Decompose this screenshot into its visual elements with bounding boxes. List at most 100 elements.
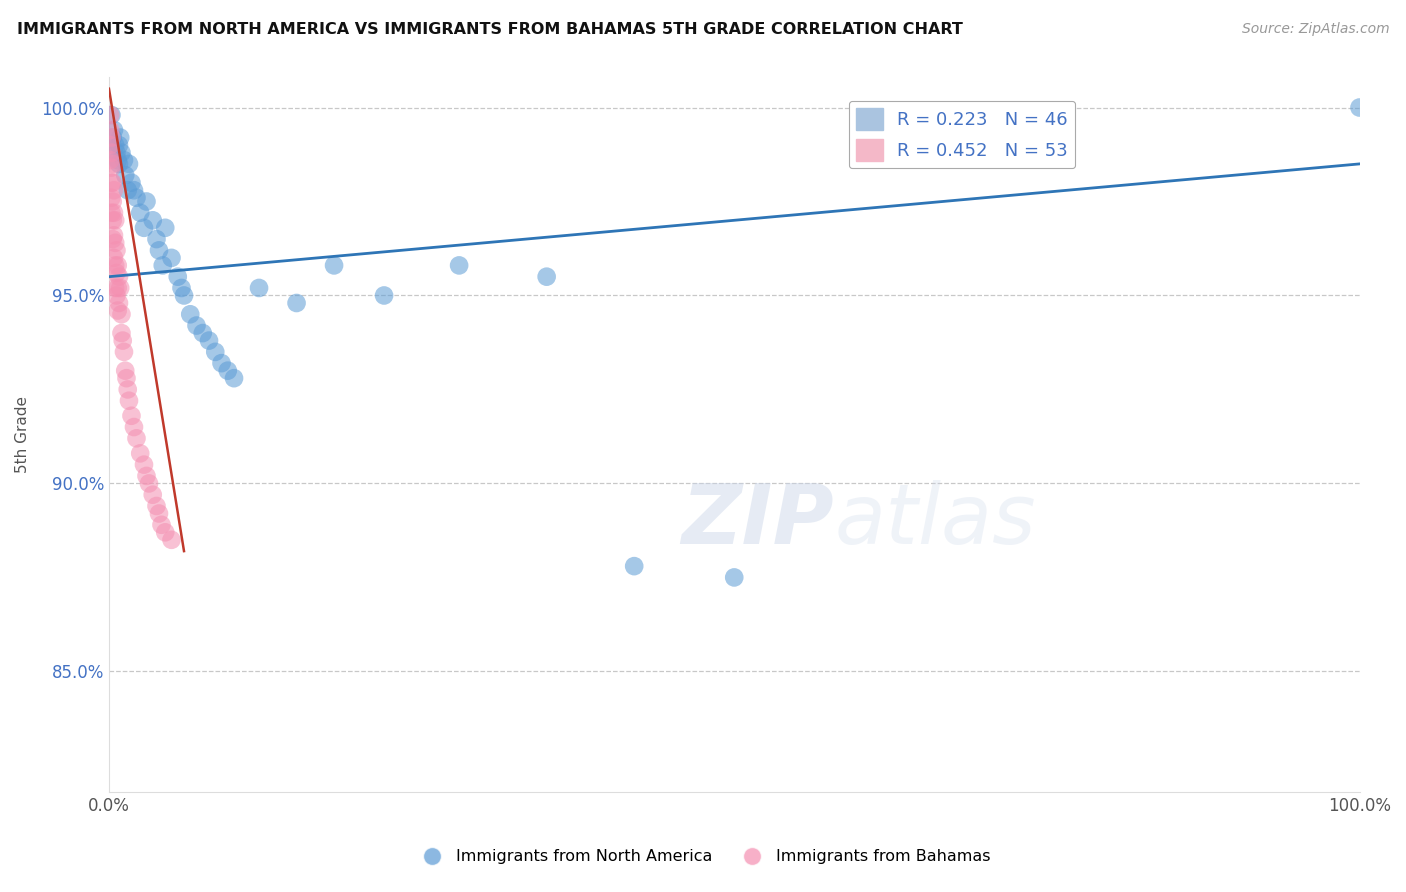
Point — [222, 371, 245, 385]
Point — [285, 296, 308, 310]
Point — [204, 344, 226, 359]
Point — [112, 344, 135, 359]
Point — [101, 232, 124, 246]
Point — [110, 326, 132, 340]
Point — [103, 206, 125, 220]
Point — [247, 281, 270, 295]
Point — [135, 194, 157, 209]
Point — [191, 326, 214, 340]
Point — [211, 356, 233, 370]
Point — [101, 157, 124, 171]
Point — [114, 364, 136, 378]
Point — [98, 123, 121, 137]
Point — [104, 281, 127, 295]
Point — [132, 458, 155, 472]
Point — [101, 176, 124, 190]
Point — [100, 108, 122, 122]
Point — [98, 138, 121, 153]
Point — [623, 559, 645, 574]
Point — [121, 176, 143, 190]
Point — [536, 269, 558, 284]
Point — [323, 259, 346, 273]
Text: atlas: atlas — [834, 480, 1036, 561]
Point — [148, 507, 170, 521]
Point — [160, 251, 183, 265]
Point — [129, 446, 152, 460]
Point — [132, 220, 155, 235]
Point — [186, 318, 208, 333]
Point — [115, 371, 138, 385]
Point — [108, 269, 131, 284]
Point — [166, 269, 188, 284]
Point — [100, 191, 122, 205]
Point — [155, 525, 177, 540]
Point — [101, 130, 124, 145]
Text: ZIP: ZIP — [682, 480, 834, 561]
Point — [108, 157, 131, 171]
Point — [217, 364, 239, 378]
Point — [103, 251, 125, 265]
Point — [105, 288, 128, 302]
Point — [100, 130, 122, 145]
Point — [155, 220, 177, 235]
Point — [135, 469, 157, 483]
Point — [107, 281, 129, 295]
Point — [1348, 101, 1371, 115]
Point — [118, 157, 141, 171]
Point — [104, 213, 127, 227]
Point — [107, 153, 129, 168]
Point — [100, 145, 122, 160]
Point — [148, 244, 170, 258]
Point — [142, 213, 165, 227]
Point — [107, 303, 129, 318]
Point — [110, 307, 132, 321]
Point — [198, 334, 221, 348]
Point — [125, 431, 148, 445]
Point — [173, 288, 195, 302]
Point — [103, 123, 125, 137]
Point — [111, 334, 134, 348]
Y-axis label: 5th Grade: 5th Grade — [15, 396, 30, 473]
Point — [142, 488, 165, 502]
Point — [114, 168, 136, 182]
Point — [121, 409, 143, 423]
Point — [105, 266, 128, 280]
Point — [152, 259, 174, 273]
Point — [104, 259, 127, 273]
Point — [179, 307, 201, 321]
Point — [107, 259, 129, 273]
Point — [98, 153, 121, 168]
Point — [103, 183, 125, 197]
Point — [373, 288, 395, 302]
Point — [150, 517, 173, 532]
Point — [100, 176, 122, 190]
Point — [110, 281, 132, 295]
Point — [723, 570, 745, 584]
Point — [101, 213, 124, 227]
Point — [129, 206, 152, 220]
Point — [160, 533, 183, 547]
Legend: Immigrants from North America, Immigrants from Bahamas: Immigrants from North America, Immigrant… — [409, 843, 997, 871]
Point — [125, 191, 148, 205]
Point — [112, 153, 135, 168]
Point — [104, 235, 127, 250]
Point — [98, 108, 121, 122]
Point — [170, 281, 193, 295]
Point — [449, 259, 471, 273]
Point — [117, 183, 139, 197]
Point — [108, 296, 131, 310]
Point — [110, 130, 132, 145]
Point — [117, 383, 139, 397]
Point — [108, 138, 131, 153]
Point — [118, 393, 141, 408]
Point — [122, 183, 145, 197]
Text: Source: ZipAtlas.com: Source: ZipAtlas.com — [1241, 22, 1389, 37]
Point — [103, 228, 125, 243]
Point — [145, 232, 167, 246]
Point — [110, 145, 132, 160]
Point — [101, 194, 124, 209]
Point — [138, 476, 160, 491]
Point — [100, 206, 122, 220]
Legend: R = 0.223   N = 46, R = 0.452   N = 53: R = 0.223 N = 46, R = 0.452 N = 53 — [849, 101, 1076, 169]
Point — [100, 161, 122, 175]
